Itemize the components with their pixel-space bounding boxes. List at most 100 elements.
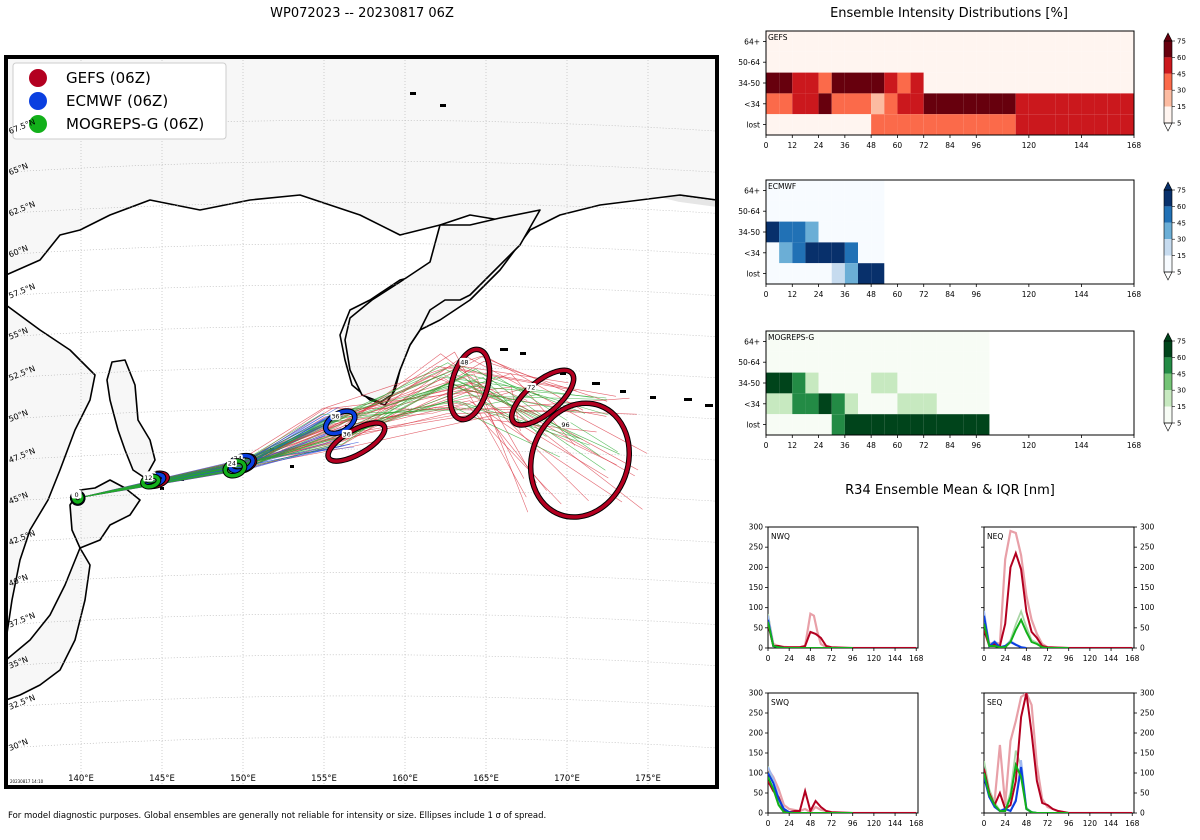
intensity-panel-gefs: GEFS 64+ 50-64 34-50 <34 lost 0 12 24 36 48 60 72 84 9… bbox=[738, 30, 1186, 150]
heatmap-cell bbox=[989, 72, 1003, 94]
heatmap-cell bbox=[831, 72, 845, 94]
r34-x-tick-label: 0 bbox=[982, 654, 987, 663]
ellipse-hour-label: 0 bbox=[74, 491, 78, 499]
colorbar-frame bbox=[1163, 340, 1173, 424]
r34-y-tick-label: 100 bbox=[749, 603, 764, 612]
legend-mogreps-marker bbox=[29, 115, 47, 133]
heatmap-cell bbox=[1120, 51, 1134, 73]
heatmap-cell bbox=[779, 414, 793, 435]
heatmap-cell bbox=[805, 372, 819, 394]
heatmap-cell bbox=[1028, 51, 1042, 73]
heatmap-cell bbox=[1068, 51, 1082, 73]
ellipse-gefs-96 bbox=[528, 401, 631, 519]
colorbar-tick-label: 75 bbox=[1177, 338, 1186, 346]
heatmap-cell bbox=[963, 351, 977, 373]
heatmap-cell bbox=[871, 414, 885, 435]
legend-ecmwf-marker bbox=[29, 92, 47, 110]
gefs-mean-line bbox=[984, 693, 1133, 813]
colorbar-frame bbox=[1163, 189, 1173, 273]
heatmap-cell bbox=[766, 331, 780, 352]
heatmap-cell bbox=[884, 414, 898, 435]
r34-x-tick-label: 0 bbox=[766, 654, 771, 663]
heatmap-cell bbox=[792, 331, 806, 352]
r34-x-tick-label: 0 bbox=[766, 819, 771, 828]
heatmap-cell bbox=[779, 393, 793, 415]
heatmap-cell bbox=[950, 51, 964, 73]
heatmap-cell bbox=[818, 31, 832, 52]
row-label: 50-64 bbox=[738, 58, 760, 67]
heatmap-cell bbox=[844, 331, 858, 352]
r34-quadrant-name: SWQ bbox=[771, 698, 789, 707]
ellipse-label-bg bbox=[71, 490, 82, 499]
heatmap-cell bbox=[858, 180, 872, 201]
heatmap-cell bbox=[910, 93, 924, 115]
heatmap-cell bbox=[884, 372, 898, 394]
heatmap-cell bbox=[871, 51, 885, 73]
heatmap-cell bbox=[1028, 31, 1042, 52]
legend-gefs-label: GEFS (06Z) bbox=[66, 69, 151, 87]
heatmap-cell bbox=[950, 72, 964, 94]
mogreps-mean-line bbox=[768, 776, 853, 813]
heatmap-cell bbox=[871, 180, 885, 201]
x-tick-label: 48 bbox=[866, 290, 876, 299]
heatmap-cell bbox=[818, 51, 832, 73]
r34-frame bbox=[767, 526, 919, 649]
colorbar-segment bbox=[1164, 390, 1172, 407]
heatmap-cell bbox=[976, 93, 990, 115]
heatmap-cell bbox=[871, 72, 885, 94]
ellipse-label-bg bbox=[330, 411, 341, 420]
r34-y-tick-label: 300 bbox=[749, 689, 764, 698]
heatmap-cell bbox=[884, 331, 898, 352]
heatmap-cell bbox=[1068, 114, 1082, 135]
x-tick-label: 144 bbox=[1074, 441, 1089, 450]
colorbar-tick-label: 75 bbox=[1177, 187, 1186, 195]
heatmap-cell bbox=[976, 72, 990, 94]
heatmap-cell bbox=[884, 93, 898, 115]
r34-x-tick-label: 168 bbox=[909, 819, 924, 828]
ellipse-hour-label: 96 bbox=[561, 421, 569, 429]
x-tick-label: 72 bbox=[919, 290, 929, 299]
heatmap-cell bbox=[1015, 72, 1029, 94]
colorbar-tick-label: 5 bbox=[1177, 120, 1181, 128]
lat-gridline bbox=[6, 448, 717, 461]
r34-x-tick-label: 96 bbox=[848, 654, 858, 663]
heatmap-cell bbox=[1015, 31, 1029, 52]
r34-x-tick-label: 168 bbox=[1125, 819, 1140, 828]
x-tick-label: 96 bbox=[972, 290, 982, 299]
heatmap-cell bbox=[779, 372, 793, 394]
heatmap-cell bbox=[1094, 72, 1108, 94]
heatmap-cell bbox=[1081, 51, 1095, 73]
heatmap-cell bbox=[792, 72, 806, 94]
x-tick-label: 0 bbox=[764, 290, 769, 299]
ellipse-hour-label: 36 bbox=[331, 412, 339, 420]
heatmap-cell bbox=[805, 180, 819, 201]
x-tick-label: 72 bbox=[919, 141, 929, 150]
heatmap-cell bbox=[831, 200, 845, 222]
heatmap-cell bbox=[1094, 114, 1108, 135]
colorbar-tick-label: 15 bbox=[1177, 103, 1186, 111]
heatmap-cell bbox=[818, 242, 832, 264]
heatmap-cell bbox=[989, 51, 1003, 73]
heatmap-cell bbox=[950, 393, 964, 415]
heatmap-cell bbox=[871, 114, 885, 135]
heatmap-cell bbox=[766, 221, 780, 243]
heatmap-cell bbox=[963, 414, 977, 435]
heatmap-cell bbox=[1028, 114, 1042, 135]
r34-y-tick-label: 200 bbox=[1140, 729, 1155, 738]
x-tick-label: 48 bbox=[866, 441, 876, 450]
heatmap-cell bbox=[936, 414, 950, 435]
r34-x-tick-label: 72 bbox=[1043, 819, 1053, 828]
heatmap-cell bbox=[936, 114, 950, 135]
lon-tick-label: 160°E bbox=[392, 774, 418, 784]
r34-panel-nwq: NWQ 0 24 48 72 96 120 144 168 0 50 100 150 200 250 300 bbox=[749, 523, 924, 664]
heatmap-cell bbox=[897, 31, 911, 52]
heatmap-cell bbox=[1055, 31, 1069, 52]
heatmap-cell bbox=[1107, 114, 1121, 135]
heatmap-cell bbox=[844, 200, 858, 222]
heatmap-cell bbox=[897, 51, 911, 73]
r34-quadrant-name: NEQ bbox=[987, 532, 1003, 541]
heatmap-cell bbox=[923, 31, 937, 52]
r34-x-tick-label: 144 bbox=[888, 654, 903, 663]
